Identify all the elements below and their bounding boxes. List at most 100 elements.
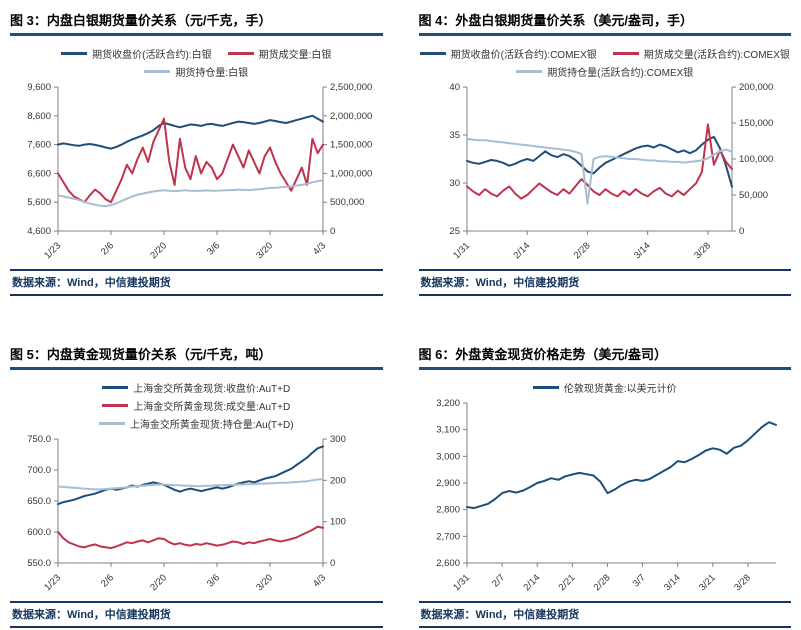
svg-text:2/20: 2/20 — [148, 240, 169, 261]
legend-label: 伦敦现货黄金:以美元计价 — [563, 383, 677, 395]
svg-text:2/7: 2/7 — [490, 572, 507, 589]
svg-text:2/14: 2/14 — [511, 240, 532, 261]
svg-text:600.0: 600.0 — [27, 527, 51, 538]
legend-label: 上海金交所黄金现货:持仓量:Au(T+D) — [129, 419, 294, 431]
legend-line-marker — [102, 385, 129, 389]
chart3-title: 图 3：内盘白银期货量价关系（元/千克，手） — [10, 13, 272, 28]
legend-label: 期货持仓量(活跃合约):COMEX银 — [547, 67, 694, 79]
chart5-plot: 550.0 600.0 650.0 700.0 750.0 0 100 200 300 1/23 2… — [10, 431, 383, 601]
legend-line-marker — [98, 421, 125, 425]
legend-item: 期货持仓量(活跃合约):COMEX银 — [516, 64, 693, 79]
svg-text:2/21: 2/21 — [556, 572, 577, 593]
legend-label: 上海金交所黄金现货:收盘价:AuT+D — [133, 383, 291, 395]
legend-line-marker — [516, 69, 543, 73]
chart3-source: 数据来源：Wind，中信建投期货 — [10, 269, 383, 296]
chart4-source: 数据来源：Wind，中信建投期货 — [418, 269, 791, 296]
svg-text:3/21: 3/21 — [697, 572, 718, 593]
svg-text:3/28: 3/28 — [732, 572, 753, 593]
svg-text:3/6: 3/6 — [205, 572, 222, 589]
svg-text:1/31: 1/31 — [451, 240, 472, 261]
chart5-title: 图 5：内盘黄金现货量价关系（元/千克，吨） — [10, 347, 272, 362]
svg-text:1,500,000: 1,500,000 — [330, 139, 372, 150]
svg-text:150,000: 150,000 — [739, 118, 773, 129]
svg-text:2/6: 2/6 — [99, 572, 116, 589]
chart6-plot: 2,600 2,700 2,800 2,900 3,000 3,100 3,200 1/31 2… — [419, 395, 792, 601]
svg-text:0: 0 — [330, 558, 335, 569]
legend-item: 期货收盘价(活跃合约):白银 — [61, 46, 212, 61]
svg-text:550.0: 550.0 — [27, 558, 51, 569]
svg-text:1/23: 1/23 — [42, 240, 63, 261]
chart-panel-3: 图 3：内盘白银期货量价关系（元/千克，手） 期货收盘价(活跃合约):白银 期货成… — [10, 8, 383, 296]
chart4-legend: 期货收盘价(活跃合约):COMEX银 期货成交量(活跃合约):COMEX银期货持仓… — [419, 46, 792, 79]
plot-svg: 2,600 2,700 2,800 2,900 3,000 3,100 3,200 1/31 2… — [436, 398, 777, 593]
legend-label: 期货收盘价(活跃合约):COMEX银 — [450, 49, 597, 61]
svg-text:3,000: 3,000 — [436, 451, 460, 462]
svg-text:3,200: 3,200 — [436, 398, 460, 409]
legend-label: 期货持仓量:白银 — [175, 67, 249, 79]
legend-item: 上海金交所黄金现货:持仓量:Au(T+D) — [98, 416, 294, 431]
chart6-source: 数据来源：Wind，中信建投期货 — [418, 601, 791, 628]
chart3-plot: 4,600 5,600 6,600 7,600 8,600 9,600 0 500,000 1,… — [10, 79, 383, 269]
svg-text:100,000: 100,000 — [739, 154, 773, 165]
svg-text:1/31: 1/31 — [451, 572, 472, 593]
plot-svg: 550.0 600.0 650.0 700.0 750.0 0 100 200 300 1/23 2… — [27, 434, 346, 593]
svg-text:3/20: 3/20 — [254, 572, 275, 593]
svg-text:2,900: 2,900 — [436, 478, 460, 489]
legend-line-marker — [144, 69, 171, 73]
chart5-legend: 上海金交所黄金现货:收盘价:AuT+D 上海金交所黄金现货:成交量:AuT+D 上海… — [10, 380, 383, 431]
legend-line-marker — [419, 51, 446, 55]
legend-label: 上海金交所黄金现货:成交量:AuT+D — [133, 401, 291, 413]
svg-text:2/20: 2/20 — [148, 572, 169, 593]
svg-text:5,600: 5,600 — [27, 197, 51, 208]
legend-label: 期货收盘价(活跃合约):白银 — [92, 49, 212, 61]
svg-text:4,600: 4,600 — [27, 226, 51, 237]
svg-text:4/3: 4/3 — [311, 240, 328, 257]
legend-label: 期货成交量(活跃合约):COMEX银 — [643, 49, 790, 61]
svg-text:2,600: 2,600 — [436, 558, 460, 569]
svg-text:3,100: 3,100 — [436, 424, 460, 435]
svg-text:3/7: 3/7 — [630, 572, 647, 589]
svg-text:2,800: 2,800 — [436, 504, 460, 515]
svg-text:2,000,000: 2,000,000 — [330, 110, 372, 121]
svg-text:650.0: 650.0 — [27, 496, 51, 507]
svg-text:2/6: 2/6 — [99, 240, 116, 257]
svg-text:9,600: 9,600 — [27, 82, 51, 93]
svg-text:2/14: 2/14 — [521, 572, 542, 593]
chart4-title: 图 4：外盘白银期货量价关系（美元/盎司，手） — [418, 13, 693, 28]
svg-text:2,700: 2,700 — [436, 531, 460, 542]
svg-text:0: 0 — [330, 226, 335, 237]
svg-text:750.0: 750.0 — [27, 434, 51, 445]
svg-text:30: 30 — [449, 178, 460, 189]
legend-line-marker — [612, 51, 639, 55]
svg-text:3/14: 3/14 — [631, 240, 652, 261]
legend-label: 期货成交量:白银 — [258, 49, 332, 61]
legend-item: 期货成交量:白银 — [227, 46, 332, 61]
svg-text:300: 300 — [330, 434, 346, 445]
svg-text:50,000: 50,000 — [739, 190, 768, 201]
chart6-title: 图 6：外盘黄金现货价格走势（美元/盎司） — [418, 347, 667, 362]
svg-text:100: 100 — [330, 516, 346, 527]
legend-item: 期货持仓量:白银 — [144, 64, 248, 79]
svg-text:3/6: 3/6 — [205, 240, 222, 257]
chart3-legend: 期货收盘价(活跃合约):白银 期货成交量:白银 期货持仓量:白银 — [10, 46, 383, 79]
svg-text:200,000: 200,000 — [739, 82, 773, 93]
svg-text:2,500,000: 2,500,000 — [330, 82, 372, 93]
plot-svg: 4,600 5,600 6,600 7,600 8,600 9,600 0 500,000 1,… — [27, 82, 372, 261]
svg-text:6,600: 6,600 — [27, 168, 51, 179]
chart6-legend: 伦敦现货黄金:以美元计价 — [419, 380, 792, 395]
svg-text:1/23: 1/23 — [42, 572, 63, 593]
legend-line-marker — [227, 51, 254, 55]
svg-text:3/28: 3/28 — [692, 240, 713, 261]
svg-text:2/28: 2/28 — [571, 240, 592, 261]
svg-text:3/14: 3/14 — [661, 572, 682, 593]
legend-item: 伦敦现货黄金:以美元计价 — [532, 380, 677, 395]
svg-text:3/20: 3/20 — [254, 240, 275, 261]
svg-text:200: 200 — [330, 475, 346, 486]
legend-item: 上海金交所黄金现货:成交量:AuT+D — [102, 398, 290, 413]
legend-item: 期货收盘价(活跃合约):COMEX银 — [419, 46, 597, 61]
svg-text:25: 25 — [449, 226, 460, 237]
legend-line-marker — [61, 51, 88, 55]
title-rule — [418, 366, 791, 370]
legend-item: 期货成交量(活跃合约):COMEX银 — [612, 46, 790, 61]
